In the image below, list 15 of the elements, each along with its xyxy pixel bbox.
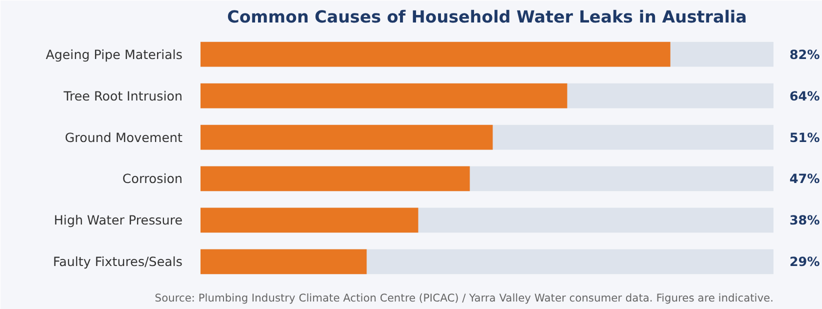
data-label: 82% [790, 46, 820, 62]
data-label: 51% [790, 130, 820, 145]
data-label: 64% [790, 88, 820, 104]
data-label: 47% [790, 171, 820, 186]
y-tick-label: High Water Pressure [54, 212, 183, 228]
data-label: 29% [790, 254, 820, 270]
y-tick-label: Faulty Fixtures/Seals [53, 254, 183, 270]
y-tick-label: Ground Movement [64, 130, 183, 145]
chart-title: Common Causes of Household Water Leaks in Australia [227, 8, 747, 26]
y-tick-label: Tree Root Intrusion [62, 88, 182, 104]
bar [200, 249, 367, 274]
source-note: Source: Plumbing Industry Climate Action Centre (PICAC) / Yarra Valley Water consumer data. Figures are indicative. [154, 292, 774, 304]
y-tick-label: Corrosion [122, 171, 183, 186]
data-label: 38% [790, 212, 820, 228]
y-tick-label: Ageing Pipe Materials [46, 46, 182, 62]
